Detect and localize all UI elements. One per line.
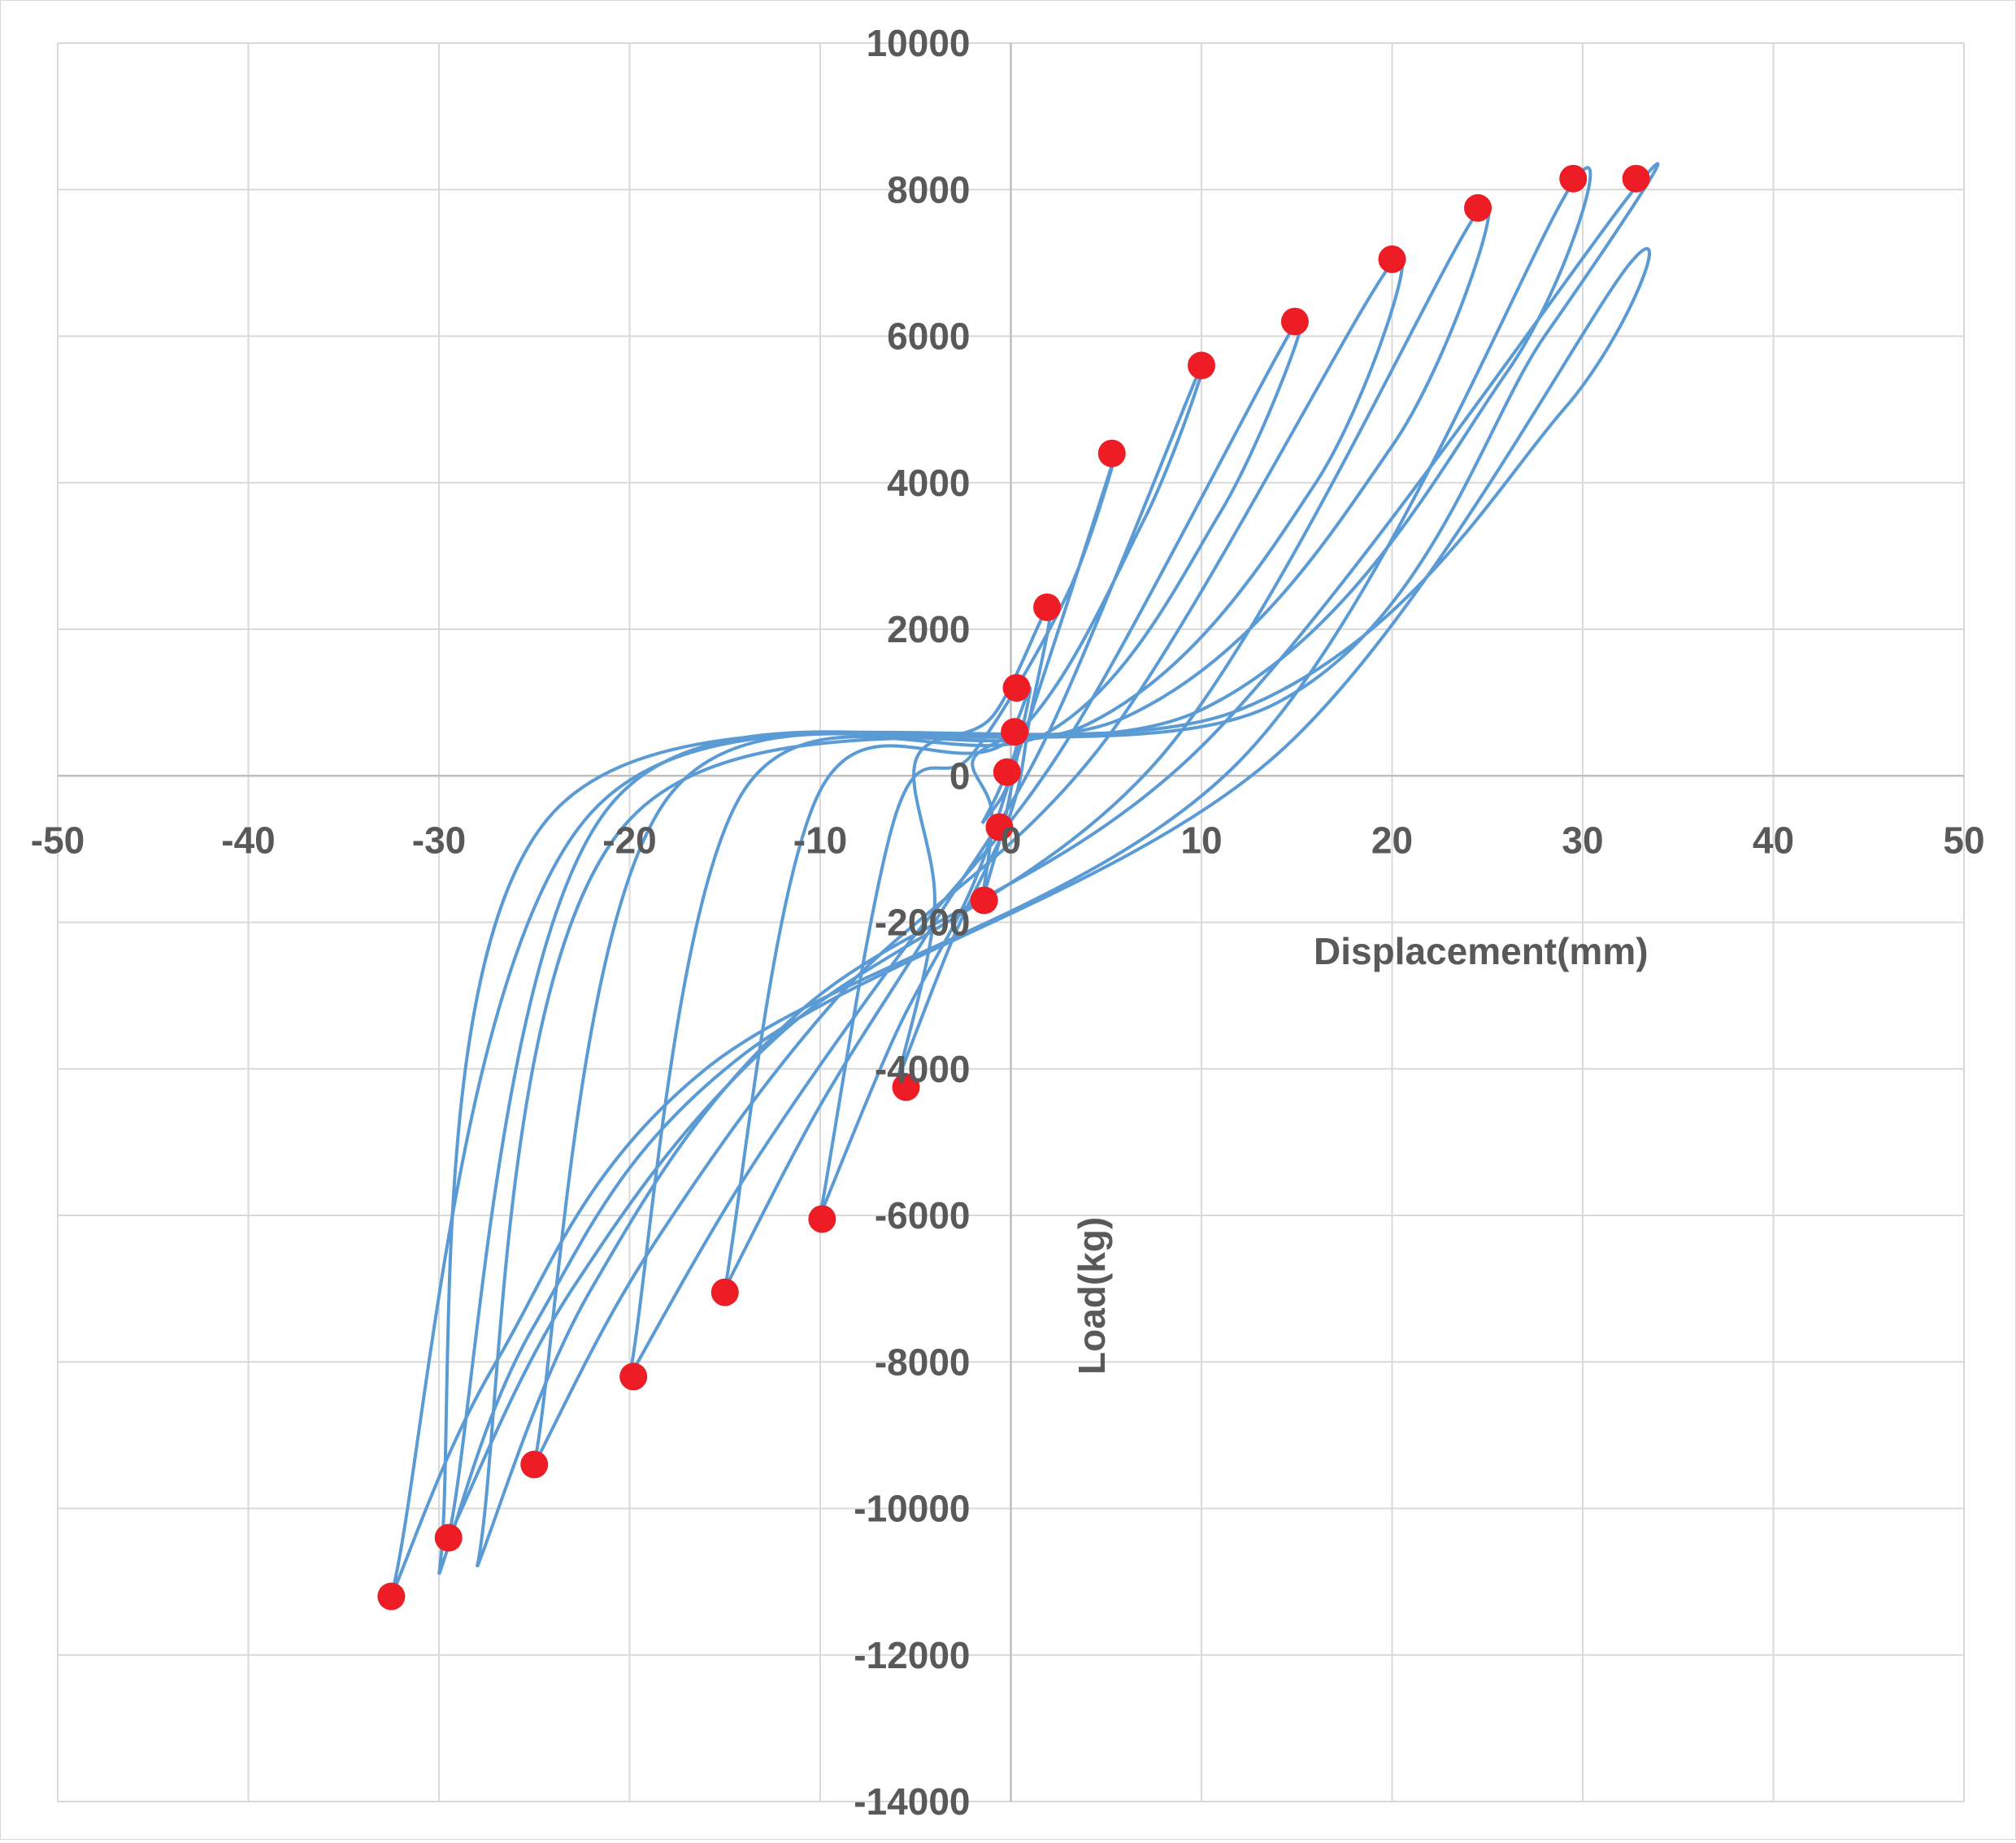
peak-point [808, 1205, 836, 1233]
y-tick-label: -10000 [854, 1488, 970, 1530]
peak-point [1001, 718, 1029, 746]
hysteresis-loop [475, 162, 1660, 1568]
y-tick-label: -4000 [875, 1048, 971, 1090]
peak-point [1622, 164, 1650, 193]
points-layer [377, 164, 1650, 1610]
x-tick-label: 30 [1562, 819, 1603, 861]
hysteresis-loop [532, 254, 1405, 1466]
series-layer [389, 162, 1660, 1597]
y-tick-label: 0 [949, 754, 971, 797]
x-tick-label: 20 [1371, 819, 1413, 861]
peak-point [434, 1524, 463, 1552]
x-tick-label: -50 [31, 819, 85, 861]
x-tick-label: 10 [1180, 819, 1222, 861]
hysteresis-loop [389, 166, 1592, 1597]
hysteresis-loop [819, 449, 1119, 1216]
y-tick-label: -6000 [875, 1194, 971, 1237]
peak-point [1378, 245, 1406, 273]
x-tick-label: 40 [1753, 819, 1794, 861]
y-tick-label: 10000 [867, 22, 971, 64]
peak-point [377, 1582, 406, 1610]
peak-point [1188, 351, 1215, 380]
x-tick-label: -20 [602, 819, 656, 861]
hysteresis-loop [894, 606, 1052, 1085]
peak-point [1033, 593, 1062, 621]
hysteresis-loop [437, 247, 1651, 1576]
y-tick-label: -2000 [875, 902, 971, 944]
x-tick-label: 0 [1001, 819, 1022, 861]
y-tick-label: -8000 [875, 1341, 971, 1383]
peak-point [970, 886, 998, 915]
y-tick-label: -12000 [854, 1634, 970, 1676]
peak-point [892, 1073, 920, 1102]
y-tick-label: 2000 [887, 608, 970, 650]
peak-point [1559, 164, 1588, 193]
peak-point [1097, 439, 1126, 467]
y-axis-label: Load(kg) [1071, 1217, 1113, 1375]
peak-point [1464, 193, 1492, 222]
peak-point [1002, 674, 1031, 702]
peak-point [1280, 307, 1309, 336]
y-tick-label: 4000 [887, 462, 970, 504]
x-tick-label: -40 [221, 819, 275, 861]
y-tick-label: -14000 [854, 1780, 970, 1823]
x-axis-label: Displacement(mm) [1314, 930, 1649, 972]
peak-point [710, 1278, 739, 1306]
y-tick-label: 8000 [887, 168, 970, 211]
ticks-layer: -50 -40 -30 -20 -10 0 10 20 30 40 50 10000 8000 6000 4… [31, 22, 1985, 1823]
peak-point [520, 1450, 549, 1479]
x-tick-label: -10 [793, 819, 847, 861]
x-tick-label: -30 [412, 819, 466, 861]
y-tick-label: 6000 [887, 315, 970, 358]
x-tick-label: 50 [1943, 819, 1984, 861]
peak-point [619, 1363, 648, 1391]
peak-point [985, 813, 1014, 841]
peak-point [993, 758, 1021, 786]
